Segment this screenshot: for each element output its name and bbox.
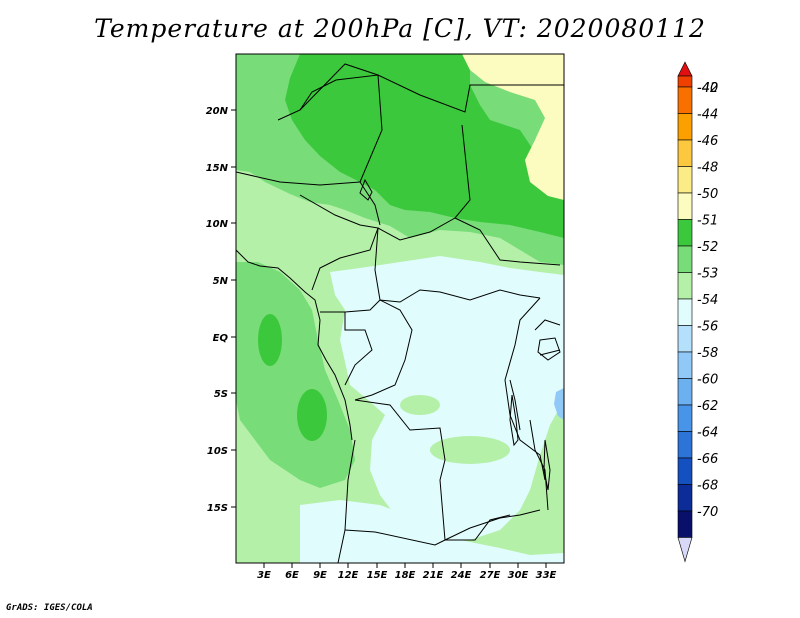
colorbar-label: -42 (697, 81, 718, 96)
colorbar-swatch (677, 510, 693, 538)
lon-label: 27E (480, 570, 501, 581)
colorbar-swatch (677, 245, 693, 273)
field-dark-green-north (285, 54, 564, 238)
colorbar-swatch (677, 192, 693, 220)
lon-label: 21E (423, 570, 444, 581)
lake-malawi (543, 439, 551, 491)
colorbar-label: -51 (697, 214, 718, 229)
lon-label: 12E (338, 570, 359, 581)
field-dark-green-spot-1 (258, 314, 282, 366)
colorbar: -40-42 -44 -46 -48 -50 -51 -52 -53 -54 -56 -58 -60 -… (677, 61, 718, 563)
lake-chad (359, 178, 373, 201)
colorbar-label: -40 (697, 81, 718, 96)
border-east-lakes (509, 379, 549, 511)
lon-label: 24E (451, 570, 472, 581)
colorbar-swatch (677, 457, 693, 485)
latitude-axis: 20N 15N 10N 5N EQ 5S 10S 15S (206, 106, 236, 514)
field-dark-green-spot-2 (297, 389, 327, 441)
colorbar-swatch (677, 537, 693, 563)
lon-label: 30E (508, 570, 529, 581)
colorbar-swatch (677, 404, 693, 432)
coastline-west-africa (236, 249, 353, 441)
lat-label: 5S (214, 389, 228, 400)
lat-label: 10S (207, 446, 228, 457)
colorbar-label: -44 (697, 108, 718, 123)
colorbar-swatch (677, 75, 693, 88)
colorbar-label: -68 (697, 479, 718, 494)
map-title: Temperature at 200hPa [C], VT: 202008011… (94, 14, 706, 43)
lon-label: 33E (536, 570, 557, 581)
border-nigeria-niger (236, 171, 361, 186)
lake-victoria (537, 337, 561, 361)
lon-label: 6E (285, 570, 299, 581)
lon-label: 9E (313, 570, 327, 581)
border-angola-namibia (344, 529, 446, 546)
lat-label: 20N (206, 106, 229, 117)
field-pale-cyan-south (300, 500, 564, 563)
colorbar-label: -52 (697, 240, 718, 255)
colorbar-label: -60 (697, 373, 718, 388)
colorbar-swatch (677, 351, 693, 379)
border-car-drc (374, 227, 541, 303)
colorbar-label: -53 (697, 267, 718, 282)
temperature-field (236, 54, 564, 563)
border-uganda-kenya (534, 319, 561, 356)
colorbar-swatch (677, 219, 693, 247)
field-light-green-island-1 (430, 436, 510, 464)
colorbar-label: -54 (697, 293, 718, 308)
colorbar-swatch (677, 61, 693, 77)
border-congo-drc (354, 299, 413, 401)
colorbar-label: -62 (697, 399, 718, 414)
map-frame (235, 53, 565, 564)
border-drc-angola (354, 399, 511, 541)
country-borders (236, 63, 564, 563)
field-pale-yellow-northeast (462, 54, 564, 200)
colorbar-label: -64 (697, 426, 718, 441)
colorbar-label: -48 (697, 161, 718, 176)
colorbar-swatch (677, 431, 693, 459)
lat-label: 15N (206, 163, 229, 174)
colorbar-swatch (677, 86, 693, 114)
border-cameroon-gabon (320, 299, 381, 313)
border-sudan-southsudan (454, 217, 561, 266)
colorbar-label: -70 (697, 505, 718, 520)
colorbar-swatch (677, 484, 693, 512)
lat-label: EQ (213, 333, 229, 344)
colorbar-swatch (677, 272, 693, 300)
colorbar-swatch (677, 298, 693, 326)
border-niger-chad (277, 74, 383, 226)
colorbar-swatch (677, 139, 693, 167)
lat-label: 5N (213, 276, 229, 287)
border-zambia-zimbabwe (444, 509, 541, 541)
lon-label: 15E (367, 570, 388, 581)
field-light-green-island-2 (400, 395, 440, 415)
colorbar-label: -50 (697, 187, 718, 202)
lat-label: 15S (207, 503, 228, 514)
lat-label: 10N (206, 219, 229, 230)
lake-tanganyika (509, 394, 519, 447)
border-libya-chad (299, 63, 564, 113)
border-chad-car (377, 124, 471, 241)
colorbar-label: -56 (697, 320, 718, 335)
colorbar-swatch (677, 113, 693, 141)
lon-label: 18E (395, 570, 416, 581)
longitude-axis: 3E 6E 9E 12E 15E 18E 21E 24E 27E 30E 33E (257, 563, 557, 581)
lon-label: 3E (257, 570, 271, 581)
field-light-blue-spot (554, 388, 564, 420)
border-gabon-congo (344, 312, 373, 386)
colorbar-swatch (677, 325, 693, 353)
colorbar-label: -58 (697, 346, 718, 361)
colorbar-label: -66 (697, 452, 718, 467)
border-angola-west (337, 439, 356, 563)
colorbar-label: -46 (697, 134, 718, 149)
field-pale-cyan-congo (330, 256, 564, 540)
grads-credit: GrADS: IGES/COLA (6, 603, 93, 613)
colorbar-swatch (677, 166, 693, 194)
colorbar-swatch (677, 378, 693, 406)
border-nigeria-cameroon (299, 194, 379, 291)
